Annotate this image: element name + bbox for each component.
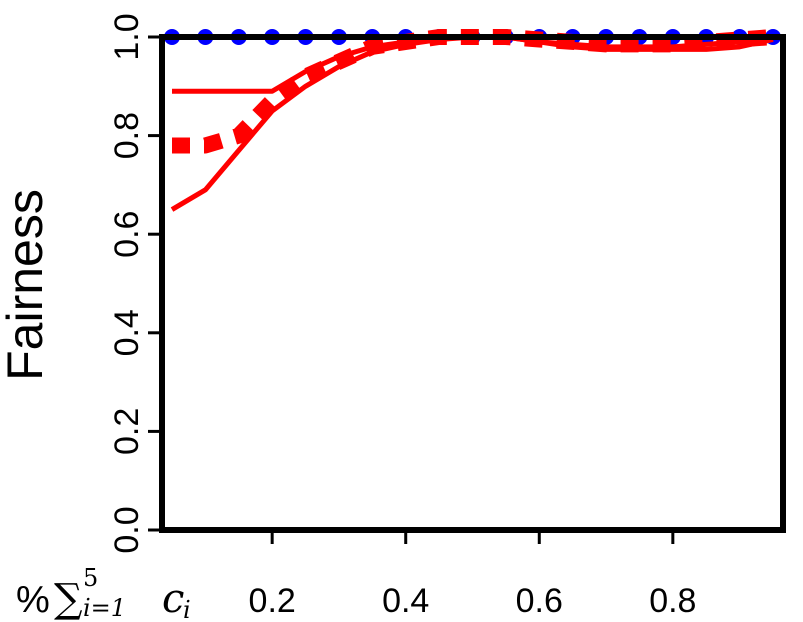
x-tick-label: 0.4 [382,582,429,620]
y-tick-label: 0.8 [108,112,146,159]
x-axis-label-sum-lower: i=1 [83,594,126,622]
y-tick-label: 0.6 [108,211,146,258]
series-layer [164,29,781,212]
x-tick-label: 0.2 [249,582,296,620]
series-line [170,34,774,212]
y-axis-label: Fairness [0,189,53,381]
y-tick-label: 0.4 [108,309,146,356]
x-axis-label-sum-upper: 5 [83,564,98,592]
y-tick-label: 0.0 [108,506,146,553]
series-3 [170,34,774,212]
x-axis: 0.2 0.4 0.6 0.8 [249,530,696,620]
x-tick-label: 0.8 [649,582,696,620]
series-line [172,34,774,94]
x-axis-label-term-sub: i [183,596,191,622]
y-tick-label: 1.0 [108,13,146,60]
x-axis-label-term: c [162,576,184,622]
plot-frame [159,34,786,533]
x-axis-label: % ∑ 5 i=1 c i [16,564,191,622]
y-axis: 0.0 0.2 0.4 0.6 0.8 1.0 [108,13,162,554]
x-axis-label-prefix: % [16,579,50,621]
y-tick-label: 0.2 [108,408,146,455]
x-tick-label: 0.6 [516,582,563,620]
x-axis-label-sum: ∑ [54,576,83,622]
series-1 [172,34,774,94]
